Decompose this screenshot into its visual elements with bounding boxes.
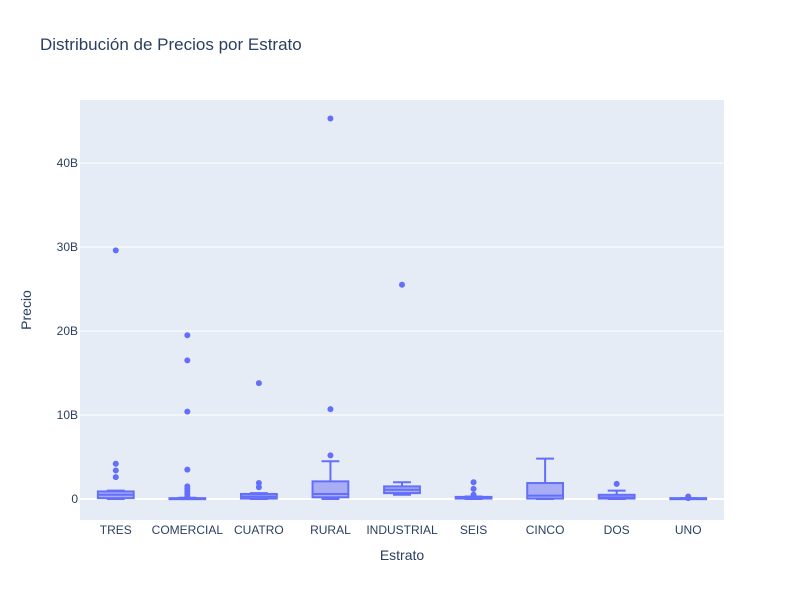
box-seis bbox=[454, 479, 493, 500]
outlier-point bbox=[327, 115, 334, 122]
outlier-point bbox=[112, 460, 119, 467]
outlier-point bbox=[184, 408, 191, 415]
box-series bbox=[96, 115, 708, 502]
x-tick-label: DOS bbox=[604, 523, 630, 537]
box-industrial bbox=[383, 281, 421, 496]
outlier-point bbox=[255, 480, 262, 487]
x-tick-label: TRES bbox=[100, 523, 132, 537]
outlier-point bbox=[327, 452, 334, 459]
y-tick-label: 40B bbox=[57, 156, 78, 170]
x-tick-label: UNO bbox=[675, 523, 702, 537]
box-tres bbox=[96, 247, 135, 500]
outlier-point bbox=[184, 483, 191, 490]
outlier-point bbox=[255, 380, 262, 387]
y-tick-label: 10B bbox=[57, 408, 78, 422]
x-tick-labels: TRES COMERCIAL CUATRO RURAL INDUSTRIAL SEIS CI… bbox=[100, 523, 702, 537]
y-tick-label: 0 bbox=[71, 492, 78, 506]
outlier-point bbox=[255, 484, 262, 491]
outlier-point bbox=[112, 467, 119, 474]
box-cuatro bbox=[240, 380, 278, 500]
outlier-point bbox=[112, 474, 119, 481]
y-tick-label: 30B bbox=[57, 240, 78, 254]
y-axis-title: Precio bbox=[18, 290, 34, 330]
chart-title: Distribución de Precios por Estrato bbox=[40, 35, 302, 54]
outlier-point bbox=[184, 466, 191, 473]
outlier-point bbox=[327, 406, 334, 413]
box-comercial bbox=[168, 332, 207, 501]
y-tick-label: 20B bbox=[57, 324, 78, 338]
outlier-point bbox=[470, 491, 477, 498]
outlier-point bbox=[184, 332, 191, 339]
plot-area bbox=[80, 100, 724, 520]
box-rural bbox=[311, 115, 350, 500]
outlier-point bbox=[613, 480, 620, 487]
outlier-point bbox=[399, 281, 405, 288]
x-tick-label: RURAL bbox=[310, 523, 351, 537]
outlier-point bbox=[685, 493, 692, 500]
outlier-point bbox=[470, 479, 477, 486]
x-tick-label: CINCO bbox=[526, 523, 565, 537]
outlier-point bbox=[112, 247, 119, 254]
y-tick-labels: 0 10B 20B 30B 40B bbox=[57, 156, 79, 506]
x-tick-label: COMERCIAL bbox=[152, 523, 224, 537]
x-tick-label: CUATRO bbox=[234, 523, 284, 537]
x-axis-title: Estrato bbox=[380, 547, 425, 563]
outlier-point bbox=[184, 357, 191, 364]
box-dos bbox=[597, 480, 636, 500]
box-uno bbox=[669, 493, 708, 502]
x-tick-label: SEIS bbox=[460, 523, 487, 537]
box-cinco bbox=[526, 457, 565, 500]
outlier-point bbox=[470, 485, 477, 492]
x-tick-label: INDUSTRIAL bbox=[366, 523, 438, 537]
